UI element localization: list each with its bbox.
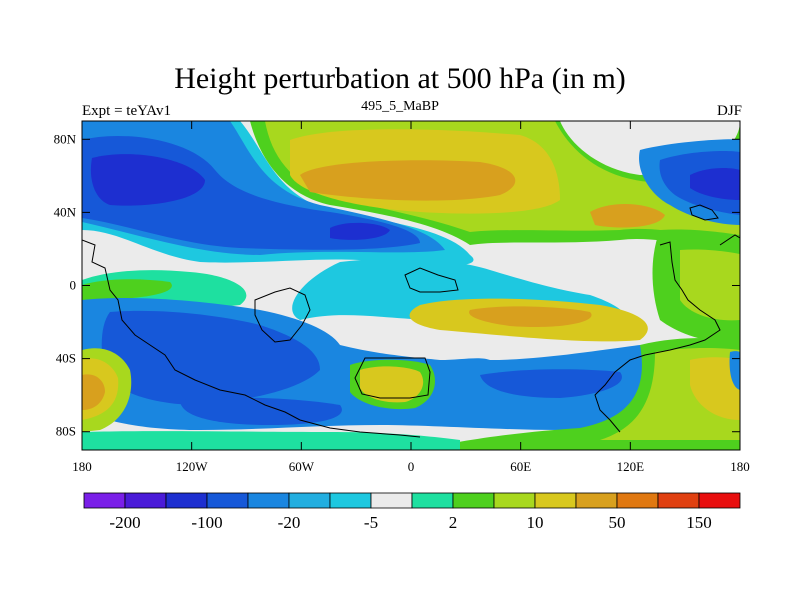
lat-tick-label: 0 <box>70 278 77 293</box>
contour-nh-dark-blue-2 <box>330 222 390 240</box>
colorbar-label: 150 <box>686 513 712 532</box>
lon-tick-label: 60W <box>289 459 315 474</box>
lat-tick-label: 80N <box>54 131 77 146</box>
lon-tick-label: 180 <box>730 459 750 474</box>
colorbar: -200 -100 -20 -5 2 10 50 150 <box>83 492 741 532</box>
contour-east-column-yellow <box>680 249 740 321</box>
coastlines <box>82 204 740 438</box>
season-label: DJF <box>716 103 742 119</box>
colorbar-label: 2 <box>449 513 458 532</box>
contour-sh-blue <box>101 310 320 405</box>
experiment-label: Expt = teYAv1 <box>82 103 172 119</box>
coastline-west-continent <box>82 239 421 438</box>
colorbar-swatch <box>329 492 372 509</box>
colorbar-label: -5 <box>364 513 378 532</box>
colorbar-swatch <box>534 492 577 509</box>
lon-tick-label: 60E <box>510 459 531 474</box>
contour-se-east-blue <box>729 351 740 390</box>
contour-field <box>82 121 740 450</box>
colorbar-label: 50 <box>609 513 626 532</box>
colorbar-swatch <box>575 492 618 509</box>
contour-sc-yellow <box>360 366 424 403</box>
period-label: 495_5_MaBP <box>361 99 439 114</box>
colorbar-swatch <box>288 492 331 509</box>
latitude-axis: 80N 40N 0 40S 80S <box>54 131 740 439</box>
longitude-axis: 180 120W 60W 0 60E 120E 180 <box>72 121 750 474</box>
colorbar-swatch <box>83 492 126 509</box>
contour-bottom-green <box>82 431 460 450</box>
colorbar-label: -200 <box>109 513 140 532</box>
lon-tick-label: 180 <box>72 459 92 474</box>
colorbar-swatch <box>206 492 249 509</box>
contour-ne-orange-2 <box>590 204 665 228</box>
coastline-east-edge <box>719 234 740 246</box>
colorbar-swatch <box>165 492 208 509</box>
plot-title: Height perturbation at 500 hPa (in m) <box>174 62 626 95</box>
contour-ne-orange <box>300 160 516 201</box>
contour-ne-blue-cell-core <box>690 167 740 200</box>
contour-eq-east-orange <box>469 306 592 328</box>
colorbar-swatch <box>247 492 290 509</box>
contour-sw-orange <box>82 374 105 410</box>
lon-tick-label: 0 <box>408 459 415 474</box>
colorbar-swatch <box>411 492 454 509</box>
colorbar-swatch <box>657 492 700 509</box>
lat-tick-label: 80S <box>56 424 76 439</box>
contour-sh-blue-2 <box>180 397 342 425</box>
lat-tick-label: 40S <box>56 351 76 366</box>
contour-sh-blue-3 <box>480 369 622 398</box>
coastline-equator-block <box>404 267 459 293</box>
colorbar-swatch <box>452 492 495 509</box>
contour-se-yellow-2 <box>690 357 740 420</box>
coastline-west-island <box>254 287 311 343</box>
colorbar-label: 10 <box>527 513 544 532</box>
colorbar-label: -20 <box>278 513 301 532</box>
lat-tick-label: 40N <box>54 204 77 219</box>
colorbar-swatch <box>370 492 413 509</box>
lon-tick-label: 120W <box>176 459 209 474</box>
coastline-northeast-island <box>689 204 719 221</box>
coastline-south-block <box>354 357 431 399</box>
contour-nh-dark-blue <box>90 154 205 206</box>
colorbar-swatch <box>698 492 741 509</box>
colorbar-swatch <box>493 492 536 509</box>
coastline-east-continent <box>594 241 721 433</box>
colorbar-swatch <box>124 492 167 509</box>
contour-eq-west-green-2 <box>82 279 172 300</box>
colorbar-label: -100 <box>191 513 222 532</box>
colorbar-swatch <box>616 492 659 509</box>
lon-tick-label: 120E <box>617 459 645 474</box>
